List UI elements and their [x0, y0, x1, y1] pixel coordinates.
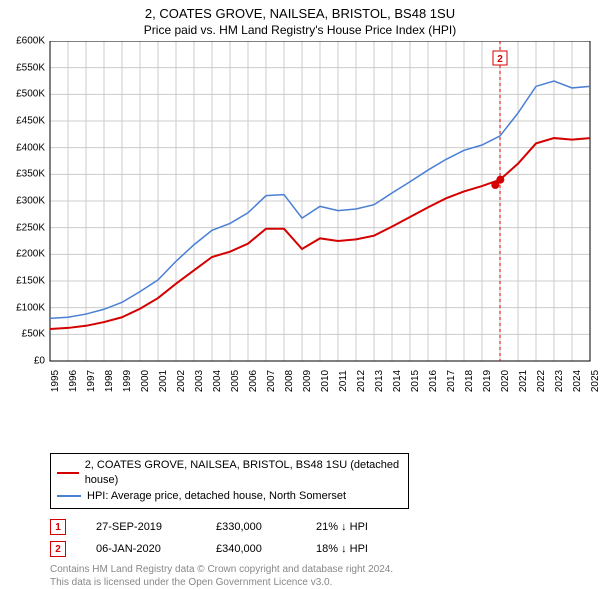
x-tick-label: 2025 [590, 370, 600, 392]
page-subtitle: Price paid vs. HM Land Registry's House … [0, 23, 600, 37]
y-tick-label: £50K [5, 329, 45, 340]
x-tick-label: 2016 [428, 370, 439, 392]
transaction-price: £340,000 [216, 543, 286, 555]
x-tick-label: 2017 [446, 370, 457, 392]
x-tick-label: 2019 [482, 370, 493, 392]
x-tick-label: 2015 [410, 370, 421, 392]
x-tick-label: 2008 [284, 370, 295, 392]
table-row: 2 06-JAN-2020 £340,000 18% ↓ HPI [50, 541, 600, 557]
x-tick-label: 2014 [392, 370, 403, 392]
y-tick-label: £500K [5, 89, 45, 100]
x-tick-label: 2012 [356, 370, 367, 392]
x-tick-label: 2013 [374, 370, 385, 392]
x-tick-label: 2006 [248, 370, 259, 392]
x-tick-label: 2005 [230, 370, 241, 392]
legend-item: HPI: Average price, detached house, Nort… [57, 489, 402, 504]
x-tick-label: 2007 [266, 370, 277, 392]
transaction-date: 27-SEP-2019 [96, 521, 186, 533]
x-tick-label: 2002 [176, 370, 187, 392]
y-tick-label: £100K [5, 302, 45, 313]
y-tick-label: £450K [5, 116, 45, 127]
transaction-price: £330,000 [216, 521, 286, 533]
transaction-marker: 1 [50, 519, 66, 535]
y-tick-label: £250K [5, 222, 45, 233]
svg-text:2: 2 [497, 54, 503, 65]
x-tick-label: 2003 [194, 370, 205, 392]
legend-item: 2, COATES GROVE, NAILSEA, BRISTOL, BS48 … [57, 458, 402, 489]
y-tick-label: £550K [5, 62, 45, 73]
x-tick-label: 2018 [464, 370, 475, 392]
x-tick-label: 2020 [500, 370, 511, 392]
x-tick-label: 1998 [104, 370, 115, 392]
y-tick-label: £400K [5, 142, 45, 153]
legend: 2, COATES GROVE, NAILSEA, BRISTOL, BS48 … [50, 453, 409, 509]
y-tick-label: £0 [5, 356, 45, 367]
x-tick-label: 2011 [338, 370, 349, 392]
x-tick-label: 1997 [86, 370, 97, 392]
x-tick-label: 1999 [122, 370, 133, 392]
x-tick-label: 2001 [158, 370, 169, 392]
x-tick-label: 2010 [320, 370, 331, 392]
footnote-line: This data is licensed under the Open Gov… [50, 576, 600, 589]
price-chart: 2 [0, 41, 600, 371]
x-tick-label: 2022 [536, 370, 547, 392]
table-row: 1 27-SEP-2019 £330,000 21% ↓ HPI [50, 519, 600, 535]
legend-swatch [57, 495, 81, 497]
transaction-date: 06-JAN-2020 [96, 543, 186, 555]
y-tick-label: £300K [5, 196, 45, 207]
y-tick-label: £600K [5, 36, 45, 47]
y-tick-label: £150K [5, 276, 45, 287]
footnote: Contains HM Land Registry data © Crown c… [50, 563, 600, 589]
transaction-marker: 2 [50, 541, 66, 557]
x-tick-label: 1995 [50, 370, 61, 392]
x-tick-label: 2009 [302, 370, 313, 392]
chart-container: 2 £0 £50K £100K £150K £200K £250K £300K £350K £4… [0, 41, 600, 401]
y-tick-label: £200K [5, 249, 45, 260]
transaction-delta: 18% ↓ HPI [316, 543, 368, 555]
legend-swatch [57, 472, 79, 474]
x-tick-label: 2021 [518, 370, 529, 392]
legend-label: 2, COATES GROVE, NAILSEA, BRISTOL, BS48 … [85, 458, 402, 489]
x-tick-label: 1996 [68, 370, 79, 392]
x-tick-label: 2004 [212, 370, 223, 392]
x-tick-label: 2023 [554, 370, 565, 392]
x-tick-label: 2024 [572, 370, 583, 392]
footnote-line: Contains HM Land Registry data © Crown c… [50, 563, 600, 576]
y-tick-label: £350K [5, 169, 45, 180]
page-title: 2, COATES GROVE, NAILSEA, BRISTOL, BS48 … [0, 6, 600, 21]
legend-label: HPI: Average price, detached house, Nort… [87, 489, 346, 504]
x-tick-label: 2000 [140, 370, 151, 392]
transactions-table: 1 27-SEP-2019 £330,000 21% ↓ HPI 2 06-JA… [50, 519, 600, 557]
transaction-delta: 21% ↓ HPI [316, 521, 368, 533]
